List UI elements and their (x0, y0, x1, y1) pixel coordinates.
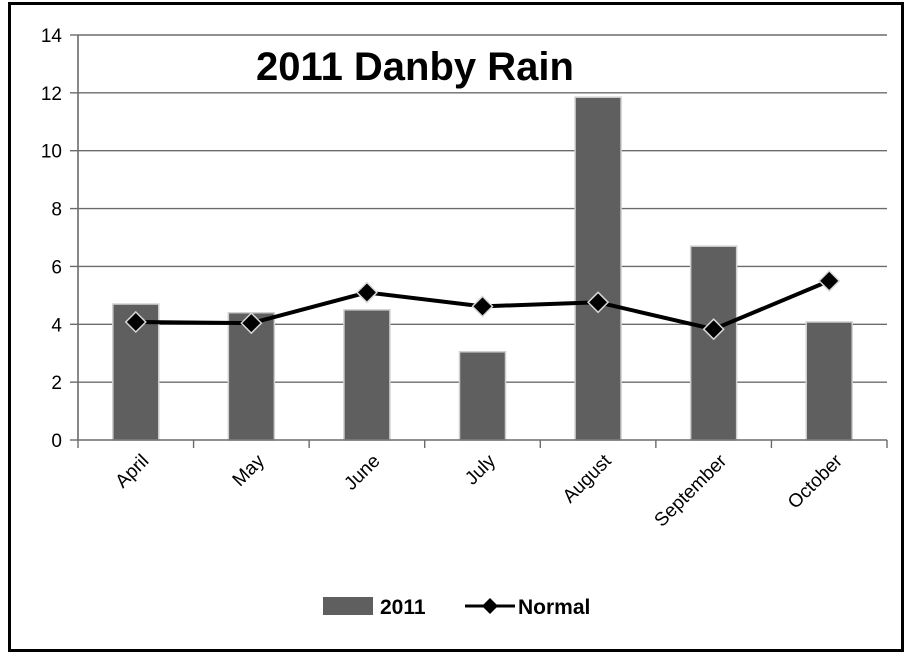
y-tick-label: 12 (41, 84, 62, 105)
legend-label-2011: 2011 (380, 596, 426, 619)
normal-point-september (702, 318, 725, 341)
normal-point-july (471, 295, 494, 318)
normal-line (124, 269, 841, 341)
x-tick-label: June (340, 451, 384, 495)
normal-point-june (355, 281, 378, 304)
y-tick-label: 4 (51, 315, 62, 336)
legend-marker-normal (482, 598, 498, 614)
normal-point-may (240, 312, 263, 335)
chart-title: 2011 Danby Rain (256, 45, 574, 89)
bar-august (574, 96, 622, 441)
axes (70, 34, 888, 448)
y-tick-label: 10 (41, 142, 62, 163)
normal-point-april (124, 310, 147, 334)
y-tick-label: 14 (41, 26, 63, 47)
x-tick-label: May (229, 450, 270, 491)
y-tick-label: 6 (51, 257, 62, 278)
x-tick-label: September (651, 450, 732, 531)
legend-swatch-2011 (323, 597, 373, 615)
bar-july (458, 351, 507, 441)
bars-2011 (112, 96, 853, 441)
x-tick-label: August (559, 450, 616, 507)
legend-label-normal: Normal (518, 596, 590, 619)
bar-june (343, 309, 391, 441)
y-tick-label: 0 (51, 431, 62, 452)
bar-october (805, 321, 853, 441)
bar-september (689, 245, 738, 441)
x-tick-label: July (461, 450, 500, 489)
normal-point-august (587, 291, 610, 314)
normal-point-october (818, 269, 841, 292)
x-tick-label: October (784, 450, 847, 513)
y-tick-label: 2 (51, 373, 62, 394)
x-tick-label: April (112, 451, 154, 493)
legend: 2011 Normal (323, 596, 590, 619)
y-tick-label: 8 (51, 200, 62, 221)
